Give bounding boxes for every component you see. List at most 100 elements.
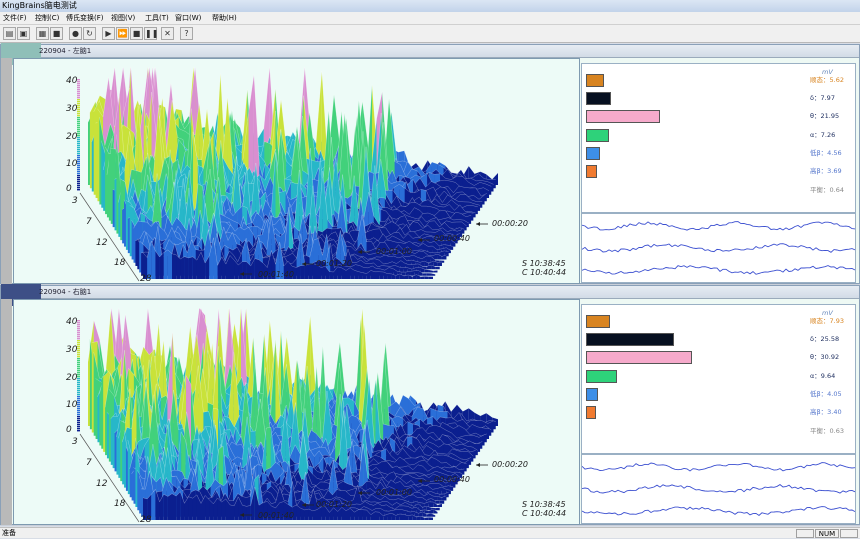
surface-facet xyxy=(433,270,438,273)
play-button[interactable]: ▶ xyxy=(102,27,115,40)
close-button[interactable]: ✕ xyxy=(161,27,174,40)
time-arrow-head xyxy=(476,222,480,226)
z-scale-tick xyxy=(77,346,80,348)
band-name: δ： xyxy=(810,94,821,102)
z-scale-tick xyxy=(77,430,80,432)
z-scale-tick xyxy=(77,388,80,390)
open-folder-button[interactable]: ▦ xyxy=(36,27,49,40)
time-tick-label: 00:01:20 xyxy=(316,500,352,509)
surface-facet xyxy=(163,249,168,279)
surface-facet xyxy=(444,250,449,257)
surface-ridge xyxy=(106,102,476,214)
surface-facet xyxy=(321,266,326,279)
z-scale-tick xyxy=(77,185,80,187)
surface-facet xyxy=(430,256,436,263)
fast-forward-button[interactable]: ⏩ xyxy=(116,27,129,40)
z-scale-tick xyxy=(77,390,80,392)
z-scale-tick xyxy=(77,356,80,358)
surface-facet xyxy=(408,274,413,279)
z-scale-tick xyxy=(77,392,80,394)
z-scale-tick xyxy=(77,426,80,428)
toolbar: ▤ ▣ ▦ ■ ● ↻ ▶ ⏩ ■ ❚❚ ✕? xyxy=(0,25,860,43)
save-button[interactable]: ■ xyxy=(50,27,63,40)
surface-facet xyxy=(416,274,421,279)
band-name: 低β： xyxy=(810,149,828,157)
menu-item[interactable]: 视图(V) xyxy=(111,14,136,22)
menu-item[interactable]: 控制(C) xyxy=(35,14,60,22)
surface-facet xyxy=(167,249,172,279)
eeg-trace xyxy=(581,506,856,516)
z-scale-tick xyxy=(77,326,80,328)
z-scale-tick xyxy=(77,149,80,151)
z-scale-tick xyxy=(77,103,80,105)
save-disabled-button[interactable]: ▣ xyxy=(17,27,30,40)
current-time-stamp: C 10:40:44 xyxy=(522,509,567,518)
menu-item[interactable]: 窗口(W) xyxy=(175,14,202,22)
stop-button[interactable]: ■ xyxy=(130,27,143,40)
help-button[interactable]: ? xyxy=(180,27,193,40)
z-scale-tick xyxy=(77,328,80,330)
z-scale-tick xyxy=(77,424,80,426)
record-icon: ● xyxy=(72,29,79,38)
panel-header[interactable]: 220904 - 左脑1 xyxy=(1,43,859,65)
band-bar xyxy=(586,129,609,142)
surface-facet xyxy=(439,250,445,257)
surface-facet xyxy=(451,222,457,231)
z-scale-tick xyxy=(77,97,80,99)
open-button[interactable]: ▤ xyxy=(3,27,16,40)
band-value: 3.69 xyxy=(827,167,842,175)
panel-header[interactable]: 220904 - 右脑1 xyxy=(1,284,859,306)
z-scale-tick xyxy=(77,157,80,159)
band-value-label: 顺态：7.93 xyxy=(810,317,844,326)
time-arrow-head xyxy=(476,463,480,467)
z-tick-label: 40 xyxy=(66,317,78,327)
menu-item[interactable]: 傅氏变换(F) xyxy=(66,14,104,22)
surface-facet xyxy=(246,261,251,279)
surface-facet xyxy=(230,504,235,520)
z-scale-tick xyxy=(77,105,80,107)
z-tick-label: 0 xyxy=(66,425,72,435)
z-scale-tick xyxy=(77,368,80,370)
refresh-button[interactable]: ↻ xyxy=(83,27,96,40)
panel-side-strip xyxy=(1,299,12,525)
z-scale-tick xyxy=(77,145,80,147)
surface-facet xyxy=(242,505,247,520)
band-value: 0.63 xyxy=(829,427,844,435)
surface-facet xyxy=(431,273,436,276)
band-bar xyxy=(586,92,611,105)
surface-facet xyxy=(312,263,317,279)
time-tick-label: 00:01:40 xyxy=(258,511,294,520)
surface-facet xyxy=(417,257,423,263)
surface-facet xyxy=(404,274,409,279)
z-scale-tick xyxy=(77,119,80,121)
freq-tick-label: 28 xyxy=(140,274,152,284)
freq-tick-label: 28 xyxy=(140,515,152,525)
surface-facet xyxy=(428,276,433,279)
surface-facet xyxy=(296,265,301,279)
surface-facet xyxy=(358,271,363,279)
band-bar xyxy=(586,315,610,328)
menu-item[interactable]: 帮助(H) xyxy=(212,14,237,22)
surface-facet xyxy=(330,242,335,276)
eeg-trace xyxy=(581,221,856,231)
surface-facet xyxy=(292,266,297,279)
panel-side-strip xyxy=(1,58,12,284)
surface-facet xyxy=(383,271,388,279)
freq-axis-line xyxy=(79,433,140,523)
band-value: 7.26 xyxy=(820,131,836,139)
surface-facet xyxy=(354,270,359,279)
menu-item[interactable]: 文件(F) xyxy=(3,14,27,22)
menu-item[interactable]: 工具(T) xyxy=(145,14,169,22)
band-value-label: 低β：4.56 xyxy=(810,149,842,158)
pause-button[interactable]: ❚❚ xyxy=(144,27,158,40)
z-scale-tick xyxy=(77,155,80,157)
panel-title: 220904 - 左脑1 xyxy=(39,47,92,55)
record-button[interactable]: ● xyxy=(69,27,82,40)
surface-facet xyxy=(217,256,222,279)
panel-title: 220904 - 右脑1 xyxy=(39,288,92,296)
z-scale-tick xyxy=(77,139,80,141)
z-scale-tick xyxy=(77,386,80,388)
z-scale-tick xyxy=(77,394,80,396)
band-value: 7.93 xyxy=(829,317,844,325)
time-tick-label: 00:00:20 xyxy=(492,219,528,228)
